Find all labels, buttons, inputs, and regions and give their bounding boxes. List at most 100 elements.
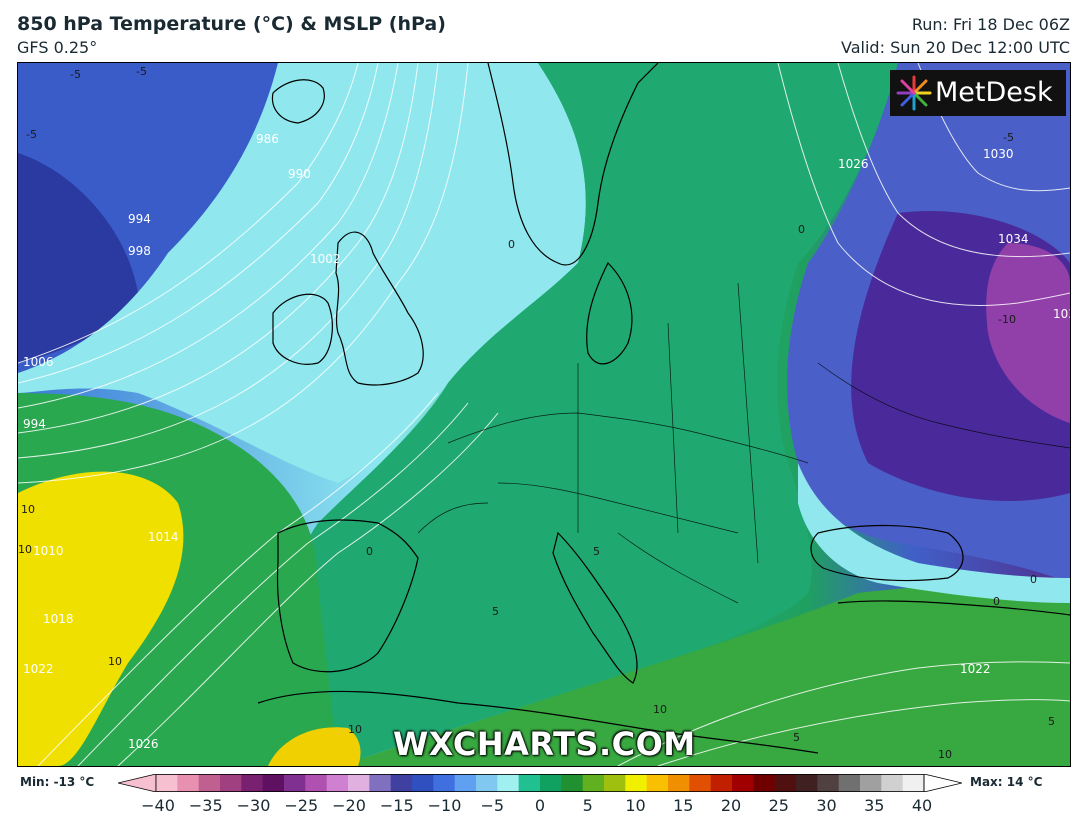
- colorbar-tick-label: 10: [625, 796, 646, 815]
- colorbar-segment: [262, 774, 285, 792]
- colorbar-tick-label: −10: [427, 796, 462, 815]
- colorbar-tick-label: −5: [480, 796, 505, 815]
- isobar-label: 1026: [128, 737, 159, 751]
- isotherm-label: -5: [70, 68, 81, 81]
- colorbar-segment: [518, 774, 541, 792]
- colorbar-segment: [753, 774, 776, 792]
- cold-core-northwest: [18, 153, 138, 363]
- colorbar-border: [155, 774, 925, 792]
- isotherm-label: 0: [366, 545, 373, 558]
- colorbar-tick-label: 40: [911, 796, 933, 815]
- colorbar: [118, 774, 962, 792]
- colorbar-segment: [497, 774, 520, 792]
- isobar-label: 1010: [33, 544, 64, 558]
- colorbar-segment: [284, 774, 306, 792]
- weather-map: 986 990 994 998 1002 1006 994 1010 1014 …: [17, 62, 1071, 767]
- colorbar-segment: [860, 774, 882, 792]
- isotherm-label: 5: [1048, 715, 1055, 728]
- colorbar-segment: [305, 774, 328, 792]
- colorbar-segment: [732, 774, 754, 792]
- colorbar-segment: [177, 774, 200, 792]
- watermark: WXCHARTS.COM: [393, 725, 696, 763]
- colorbar-tick-label: −20: [332, 796, 366, 815]
- isobar-label: 1014: [148, 530, 179, 544]
- isotherm-label: 10: [18, 543, 32, 556]
- colorbar-segment: [220, 774, 242, 792]
- isobar-label: 994: [128, 212, 151, 226]
- isotherm-label: -5: [1003, 131, 1014, 144]
- valid-label: Valid: Sun 20 Dec 12:00 UTC: [841, 38, 1070, 57]
- colorbar-segment: [646, 774, 669, 792]
- colorbar-segment: [540, 774, 562, 792]
- isotherm-label: -5: [136, 65, 147, 78]
- metdesk-logo: MetDesk: [890, 70, 1066, 116]
- run-label: Run: Fri 18 Dec 06Z: [911, 15, 1070, 34]
- cold-core-far-east: [986, 243, 1070, 423]
- isotherm-label: 5: [492, 605, 499, 618]
- metdesk-flower-icon: [896, 75, 932, 111]
- colorbar-max-label: Max: 14 °C: [970, 775, 1043, 789]
- isotherm-labels: -5 -5 -5 -5 0 0 0 5 5 10 10 10 10 10 -10…: [18, 65, 1055, 761]
- warm-region-southwest: [18, 471, 184, 766]
- colorbar-tick-label: 30: [816, 796, 837, 815]
- isotherm-label: -5: [26, 128, 37, 141]
- isobar-label: 1018: [43, 612, 74, 626]
- colorbar-segment: [433, 774, 456, 792]
- colorbar-segment: [668, 774, 690, 792]
- isobar-labels: 986 990 994 998 1002 1006 994 1010 1014 …: [23, 132, 1070, 751]
- colorbar-segment: [454, 774, 477, 792]
- colorbar-tick-label: 25: [768, 796, 789, 815]
- isobar-label: 990: [288, 167, 311, 181]
- chart-title: 850 hPa Temperature (°C) & MSLP (hPa): [17, 13, 446, 35]
- isotherm-label: 10: [653, 703, 667, 716]
- colorbar-segment: [412, 774, 434, 792]
- warm-region-south: [268, 727, 361, 766]
- colorbar-segment: [817, 774, 840, 792]
- colorbar-segment: [838, 774, 861, 792]
- isobar-label: 994: [23, 417, 46, 431]
- isotherm-label: 5: [793, 731, 800, 744]
- isotherm-label: 10: [108, 655, 122, 668]
- isobar-label: 1038: [1053, 307, 1070, 321]
- colorbar-tick-label: −40: [141, 796, 175, 815]
- colorbar-arrow-left: [118, 774, 157, 792]
- colorbar-segment: [390, 774, 413, 792]
- colorbar-segment: [902, 774, 925, 792]
- colorbar-segment: [326, 774, 349, 792]
- isobar-label: 1006: [23, 355, 54, 369]
- colorbar-tick-label: 0: [534, 796, 546, 815]
- coastlines: [257, 63, 1070, 754]
- isobar-label: 1034: [998, 232, 1029, 246]
- isotherm-label: 10: [21, 503, 35, 516]
- colorbar-segment: [582, 774, 605, 792]
- mild-region-central: [238, 63, 898, 766]
- isobar-label: 1026: [838, 157, 869, 171]
- colorbar-tick-label: −35: [188, 796, 223, 815]
- isobar-label: 986: [256, 132, 279, 146]
- colorbar-segment: [796, 774, 818, 792]
- isobar-label: 1022: [960, 662, 991, 676]
- isobar-label: 998: [128, 244, 151, 258]
- colorbar-segment: [561, 774, 584, 792]
- mild-region-southeast: [338, 583, 1070, 766]
- colorbar-segment: [625, 774, 648, 792]
- colorbar-min-label: Min: -13 °C: [20, 775, 95, 789]
- colorbar-tick-label: 20: [720, 796, 742, 815]
- isobar-label: 1002: [310, 252, 341, 266]
- colorbar-arrow-right: [923, 774, 962, 792]
- model-label: GFS 0.25°: [17, 38, 98, 57]
- colorbar-segment: [198, 774, 221, 792]
- colorbar-tick-label: 35: [864, 796, 885, 815]
- colorbar-tick-label: 15: [673, 796, 694, 815]
- colorbar-segment: [689, 774, 712, 792]
- colorbar-segment: [348, 774, 370, 792]
- colorbar-segment: [156, 774, 178, 792]
- isotherm-label: -10: [998, 313, 1016, 326]
- colorbar-segment: [774, 774, 797, 792]
- isotherm-label: 0: [993, 595, 1000, 608]
- colorbar-tick-label: −25: [284, 796, 319, 815]
- isobar-label: 1022: [23, 662, 54, 676]
- isotherm-label: 10: [938, 748, 952, 761]
- isotherm-label: 0: [508, 238, 515, 251]
- colorbar-segment: [369, 774, 392, 792]
